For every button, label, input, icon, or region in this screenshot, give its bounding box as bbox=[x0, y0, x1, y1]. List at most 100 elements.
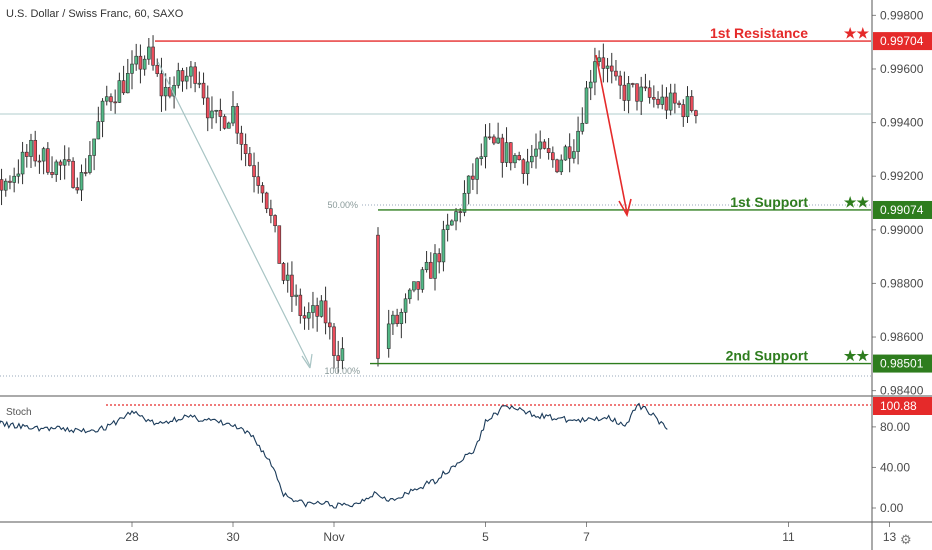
support-level-stars: ★★ bbox=[844, 194, 870, 210]
candle-body bbox=[391, 314, 395, 325]
candle-body bbox=[327, 322, 332, 328]
candle-body bbox=[521, 159, 526, 174]
x-tick-label: 30 bbox=[226, 530, 240, 544]
candle-body bbox=[673, 92, 677, 104]
candle-body bbox=[433, 253, 437, 279]
candle-body bbox=[0, 179, 4, 191]
candle-body bbox=[147, 46, 151, 60]
candle-body bbox=[16, 173, 21, 177]
candle-body bbox=[277, 225, 282, 264]
support-price-value: 0.99074 bbox=[880, 203, 924, 217]
candle-body bbox=[41, 148, 46, 162]
price-pane[interactable]: 50.00% 100.00% 1st Resistance ★★ 1st Support… bbox=[0, 25, 871, 377]
candle-body bbox=[416, 281, 420, 290]
candle-body bbox=[605, 65, 610, 69]
x-tick-label: 13 bbox=[883, 530, 897, 544]
candle-body bbox=[92, 138, 96, 156]
candle-body bbox=[664, 96, 669, 111]
candle-body bbox=[618, 75, 622, 86]
candle-body bbox=[235, 106, 240, 134]
candle-body bbox=[311, 305, 315, 313]
candle-body bbox=[403, 298, 408, 313]
candle-body bbox=[601, 57, 606, 69]
fib-arrow-head bbox=[301, 353, 313, 369]
candle-body bbox=[584, 87, 589, 124]
candle-body bbox=[466, 175, 471, 194]
resistance-price-value: 0.99704 bbox=[880, 34, 924, 48]
candle-body bbox=[441, 229, 446, 263]
y-tick-label: 0.99000 bbox=[880, 223, 924, 237]
candle-body bbox=[689, 96, 694, 111]
support-level-name: 1st Support bbox=[730, 194, 808, 210]
candle-body bbox=[54, 161, 59, 175]
settings-gear-icon: ⚙ bbox=[900, 533, 912, 548]
candle-body bbox=[588, 81, 593, 89]
candle-body bbox=[214, 109, 218, 112]
candle-body bbox=[454, 211, 458, 222]
candle-body bbox=[626, 83, 631, 101]
candle-body bbox=[525, 161, 530, 174]
candle-body bbox=[412, 281, 416, 291]
candle-body bbox=[189, 66, 193, 77]
support-level-name: 2nd Support bbox=[726, 348, 809, 364]
candle-body bbox=[555, 159, 559, 173]
support-price-value: 0.98501 bbox=[880, 357, 924, 371]
candle-body bbox=[681, 104, 686, 118]
candle-body bbox=[428, 261, 433, 279]
stoch-label: Stoch bbox=[6, 407, 32, 418]
candle-body bbox=[117, 80, 122, 103]
candle-body bbox=[529, 155, 534, 163]
candle-body bbox=[33, 139, 38, 162]
candle-body bbox=[479, 156, 484, 159]
candle-body bbox=[609, 65, 614, 72]
stoch-line bbox=[0, 402, 668, 509]
stoch-level-value: 100.88 bbox=[880, 399, 917, 413]
forecast-arrow-head bbox=[618, 198, 632, 218]
y-tick-label: 0.98600 bbox=[880, 330, 924, 344]
candle-body bbox=[142, 58, 147, 70]
candle-body bbox=[395, 314, 399, 325]
candle-body bbox=[193, 66, 197, 84]
y-tick-label: 0.98800 bbox=[880, 276, 924, 290]
candle-body bbox=[685, 96, 690, 118]
candle-body bbox=[386, 323, 391, 349]
candle-body bbox=[635, 83, 639, 102]
candle-body bbox=[475, 158, 479, 180]
candle-body bbox=[542, 141, 547, 149]
candle-body bbox=[504, 142, 509, 163]
candle-body bbox=[652, 97, 656, 100]
candle-body bbox=[580, 122, 585, 132]
fib-trend-line bbox=[157, 61, 311, 367]
candle-body bbox=[559, 159, 564, 173]
candle-body bbox=[538, 141, 543, 150]
candle-body bbox=[281, 263, 286, 281]
candle-body bbox=[176, 70, 181, 86]
candle-body bbox=[159, 73, 164, 97]
candle-body bbox=[567, 146, 572, 159]
support-price-badge bbox=[873, 200, 932, 219]
candle-body bbox=[163, 87, 168, 97]
candle-body bbox=[420, 269, 425, 290]
candle-body bbox=[75, 187, 80, 191]
candle-body bbox=[399, 312, 404, 325]
osc-tick-label: 40.00 bbox=[880, 460, 910, 474]
candle-body bbox=[458, 211, 463, 213]
y-tick-label: 0.99600 bbox=[880, 62, 924, 76]
candle-body bbox=[88, 155, 92, 173]
candle-body bbox=[660, 96, 665, 105]
candle-body bbox=[79, 172, 84, 191]
candle-body bbox=[8, 180, 12, 183]
candle-body bbox=[50, 172, 54, 175]
candle-body bbox=[450, 220, 454, 226]
resistance-level-stars: ★★ bbox=[844, 25, 870, 41]
candle-body bbox=[130, 63, 134, 74]
candle-body bbox=[180, 70, 185, 82]
candle-body bbox=[336, 355, 341, 361]
candle-body bbox=[109, 96, 113, 103]
candle-body bbox=[517, 155, 521, 161]
candle-body bbox=[551, 152, 555, 161]
stoch-pane[interactable]: Stoch bbox=[0, 402, 871, 509]
candle-body bbox=[100, 100, 105, 122]
